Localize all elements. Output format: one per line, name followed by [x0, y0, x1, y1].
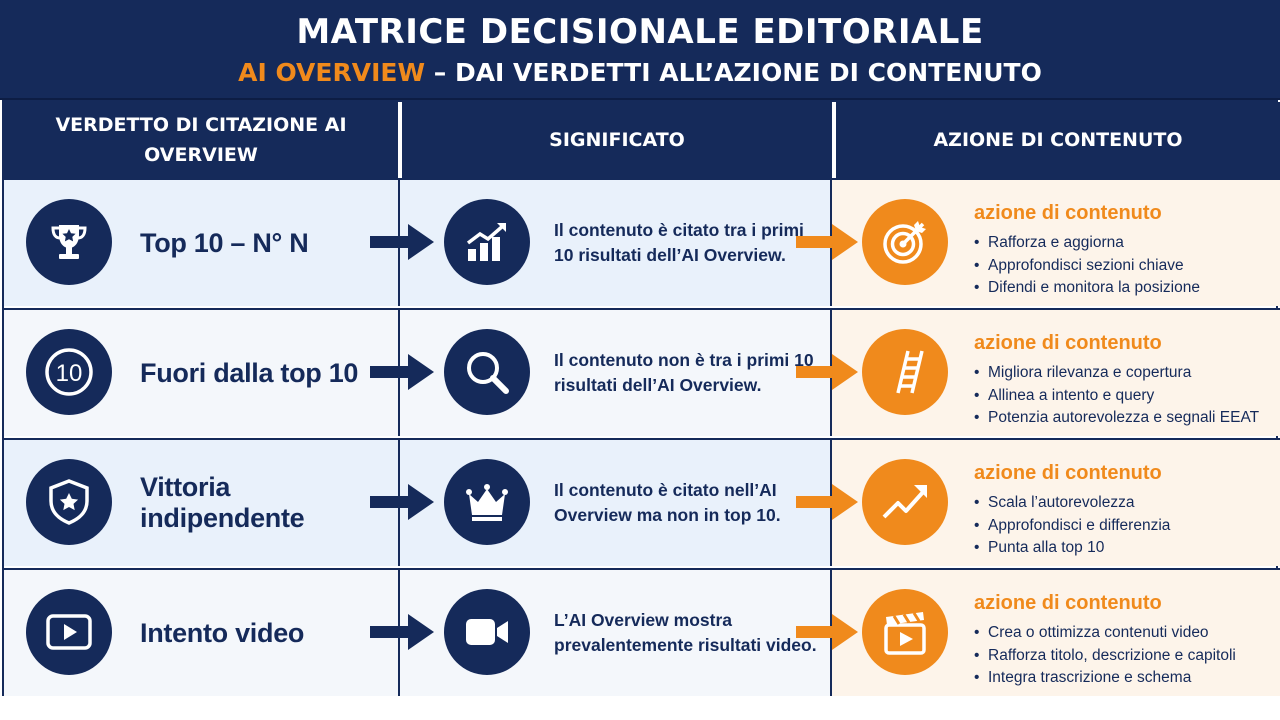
- matrix-row: Top 10 – N° N Il contenuto è citato tra …: [4, 178, 1280, 306]
- subtitle-accent: AI OVERVIEW: [238, 58, 426, 87]
- action-item: Punta alla top 10: [974, 537, 1170, 560]
- shield-star-icon: [26, 459, 112, 545]
- number-ten-icon: 10: [26, 329, 112, 415]
- arrow-right-icon: [370, 354, 434, 390]
- clapperboard-icon: [862, 589, 948, 675]
- verdict-cell: Vittoria indipendente: [4, 440, 400, 566]
- action-title: azione di contenuto: [974, 332, 1162, 354]
- verdict-label: Intento video: [140, 617, 305, 648]
- verdict-cell: Top 10 – N° N: [4, 180, 400, 306]
- arrow-right-icon: [796, 354, 858, 390]
- header-banner: MATRICE DECISIONALE EDITORIALE AI OVERVI…: [0, 0, 1280, 100]
- action-item: Potenzia autorevolezza e segnali EEAT: [974, 407, 1259, 430]
- crown-icon: [444, 459, 530, 545]
- decision-matrix: VERDETTO DI CITAZIONE AI OVERVIEW SIGNIF…: [2, 100, 1280, 696]
- subtitle-rest: – DAI VERDETTI ALL’AZIONE DI CONTENUTO: [425, 58, 1042, 87]
- action-item: Migliora rilevanza e copertura: [974, 362, 1259, 385]
- arrow-right-icon: [370, 484, 434, 520]
- action-list: Migliora rilevanza e copertura Allinea a…: [974, 362, 1259, 430]
- verdict-label: Vittoria indipendente: [140, 472, 305, 533]
- action-item: Approfondisci sezioni chiave: [974, 255, 1200, 278]
- trend-up-icon: [862, 459, 948, 545]
- action-title: azione di contenuto: [974, 592, 1162, 614]
- action-cell: azione di contenuto Scala l’autorevolezz…: [832, 440, 1280, 566]
- matrix-row: 10 Fuori dalla top 10 Il contenuto non è…: [4, 308, 1280, 436]
- meaning-text: L’AI Overview mostra prevalentemente ris…: [554, 610, 817, 655]
- column-header-verdict: VERDETTO DI CITAZIONE AI OVERVIEW: [4, 102, 398, 178]
- arrow-right-icon: [370, 614, 434, 650]
- arrow-right-icon: [796, 484, 858, 520]
- action-item: Allinea a intento e query: [974, 385, 1259, 408]
- action-list: Scala l’autorevolezza Approfondisci e di…: [974, 492, 1170, 560]
- meaning-cell: L’AI Overview mostra prevalentemente ris…: [400, 570, 832, 696]
- arrow-right-icon: [370, 224, 434, 260]
- video-camera-icon: [444, 589, 530, 675]
- action-item: Rafforza titolo, descrizione e capitoli: [974, 645, 1236, 668]
- trophy-icon: [26, 199, 112, 285]
- target-icon: [862, 199, 948, 285]
- action-title: azione di contenuto: [974, 462, 1162, 484]
- verdict-label: Top 10 – N° N: [140, 227, 309, 258]
- verdict-label: Fuori dalla top 10: [140, 357, 359, 388]
- action-item: Approfondisci e differenzia: [974, 515, 1170, 538]
- column-header-meaning: SIGNIFICATO: [400, 102, 832, 178]
- column-header-action: AZIONE DI CONTENUTO: [834, 102, 1280, 178]
- page-title: MATRICE DECISIONALE EDITORIALE: [296, 12, 984, 52]
- action-item: Scala l’autorevolezza: [974, 492, 1170, 515]
- page-subtitle: AI OVERVIEW – DAI VERDETTI ALL’AZIONE DI…: [0, 58, 1280, 87]
- action-title: azione di contenuto: [974, 202, 1162, 224]
- video-play-icon: [26, 589, 112, 675]
- action-item: Difendi e monitora la posizione: [974, 277, 1200, 300]
- verdict-cell: Intento video: [4, 570, 400, 696]
- action-item: Rafforza e aggiorna: [974, 232, 1200, 255]
- search-icon: [444, 329, 530, 415]
- action-cell: azione di contenuto Migliora rilevanza e…: [832, 310, 1280, 436]
- meaning-text: Il contenuto non è tra i primi 10 risult…: [554, 350, 814, 395]
- action-cell: azione di contenuto Crea o ottimizza con…: [832, 570, 1280, 696]
- action-item: Integra trascrizione e schema: [974, 667, 1236, 690]
- action-cell: azione di contenuto Rafforza e aggiorna …: [832, 180, 1280, 306]
- matrix-row: Intento video L’AI Overview mostra preva…: [4, 568, 1280, 696]
- meaning-cell: Il contenuto non è tra i primi 10 risult…: [400, 310, 832, 436]
- meaning-cell: Il contenuto è citato tra i primi 10 ris…: [400, 180, 832, 306]
- meaning-text: Il contenuto è citato nell’AI Overview m…: [554, 480, 781, 525]
- arrow-right-icon: [796, 614, 858, 650]
- matrix-row: Vittoria indipendente Il contenuto è cit…: [4, 438, 1280, 566]
- action-list: Rafforza e aggiorna Approfondisci sezion…: [974, 232, 1200, 300]
- ladder-icon: [862, 329, 948, 415]
- growth-chart-icon: [444, 199, 530, 285]
- action-list: Crea o ottimizza contenuti video Rafforz…: [974, 622, 1236, 690]
- meaning-text: Il contenuto è citato tra i primi 10 ris…: [554, 220, 804, 265]
- action-item: Crea o ottimizza contenuti video: [974, 622, 1236, 645]
- svg-text:10: 10: [56, 360, 83, 387]
- verdict-cell: 10 Fuori dalla top 10: [4, 310, 400, 436]
- arrow-right-icon: [796, 224, 858, 260]
- meaning-cell: Il contenuto è citato nell’AI Overview m…: [400, 440, 832, 566]
